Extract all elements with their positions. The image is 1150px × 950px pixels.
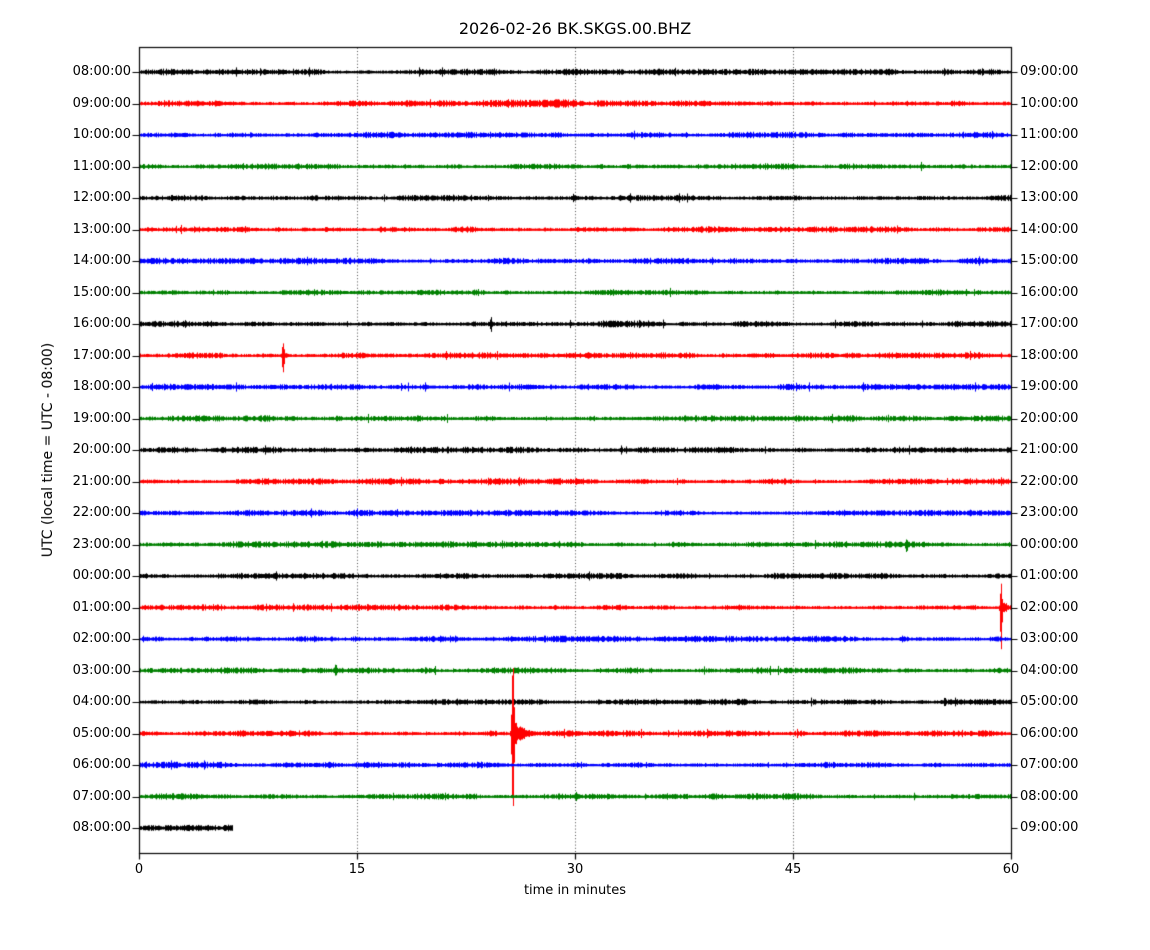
- x-tick-label: 0: [134, 862, 144, 877]
- left-time-label: 04:00:00: [72, 694, 131, 709]
- right-time-label: 11:00:00: [1020, 127, 1079, 142]
- chart-title: 2026-02-26 BK.SKGS.00.BHZ: [458, 19, 692, 38]
- right-time-label: 07:00:00: [1020, 757, 1079, 772]
- left-time-label: 22:00:00: [72, 505, 131, 520]
- left-time-label: 12:00:00: [72, 190, 131, 205]
- x-tick-label: 15: [348, 862, 366, 877]
- left-time-label: 16:00:00: [72, 316, 131, 331]
- left-time-label: 02:00:00: [72, 631, 131, 646]
- left-time-label: 13:00:00: [72, 221, 131, 237]
- left-time-label: 10:00:00: [72, 127, 131, 142]
- x-axis-label: time in minutes: [523, 883, 627, 898]
- right-time-label: 10:00:00: [1020, 95, 1079, 111]
- x-tick-label: 60: [1002, 862, 1020, 877]
- left-time-label: 19:00:00: [72, 410, 131, 426]
- left-time-label: 15:00:00: [72, 284, 131, 300]
- left-time-label: 11:00:00: [72, 158, 131, 174]
- left-time-label: 14:00:00: [72, 253, 131, 268]
- left-time-label: 06:00:00: [72, 757, 131, 772]
- x-tick-label: 30: [566, 862, 584, 877]
- right-time-label: 04:00:00: [1020, 662, 1079, 678]
- left-time-label: 01:00:00: [72, 599, 131, 615]
- right-time-label: 05:00:00: [1020, 694, 1079, 709]
- right-time-label: 16:00:00: [1020, 284, 1079, 300]
- right-time-label: 19:00:00: [1020, 379, 1079, 394]
- right-time-label: 22:00:00: [1020, 473, 1079, 489]
- left-time-label: 08:00:00: [72, 64, 131, 79]
- right-time-label: 17:00:00: [1020, 316, 1079, 331]
- left-time-label: 07:00:00: [72, 788, 131, 804]
- left-time-label: 23:00:00: [72, 536, 131, 552]
- left-time-label: 08:00:00: [72, 820, 131, 835]
- right-time-label: 06:00:00: [1020, 725, 1079, 741]
- left-time-label: 00:00:00: [72, 568, 131, 583]
- x-tick-label: 45: [784, 862, 802, 877]
- left-time-label: 03:00:00: [72, 662, 131, 678]
- right-time-label: 18:00:00: [1020, 347, 1079, 363]
- right-time-label: 08:00:00: [1020, 788, 1079, 804]
- right-time-label: 02:00:00: [1020, 599, 1079, 615]
- right-time-label: 09:00:00: [1020, 820, 1079, 835]
- right-time-label: 23:00:00: [1020, 505, 1079, 520]
- left-time-label: 17:00:00: [72, 347, 131, 363]
- left-time-label: 21:00:00: [72, 473, 131, 489]
- right-time-label: 03:00:00: [1020, 631, 1079, 646]
- left-time-label: 18:00:00: [72, 379, 131, 394]
- right-time-label: 09:00:00: [1020, 64, 1079, 79]
- left-time-label: 20:00:00: [72, 442, 131, 457]
- right-time-label: 12:00:00: [1020, 158, 1079, 174]
- right-time-label: 00:00:00: [1020, 536, 1079, 552]
- right-time-label: 20:00:00: [1020, 410, 1079, 426]
- left-time-label: 05:00:00: [72, 725, 131, 741]
- left-time-label: 09:00:00: [72, 95, 131, 111]
- right-time-label: 01:00:00: [1020, 568, 1079, 583]
- right-time-label: 13:00:00: [1020, 190, 1079, 205]
- right-time-label: 15:00:00: [1020, 253, 1079, 268]
- right-time-label: 14:00:00: [1020, 221, 1079, 237]
- right-time-label: 21:00:00: [1020, 442, 1079, 457]
